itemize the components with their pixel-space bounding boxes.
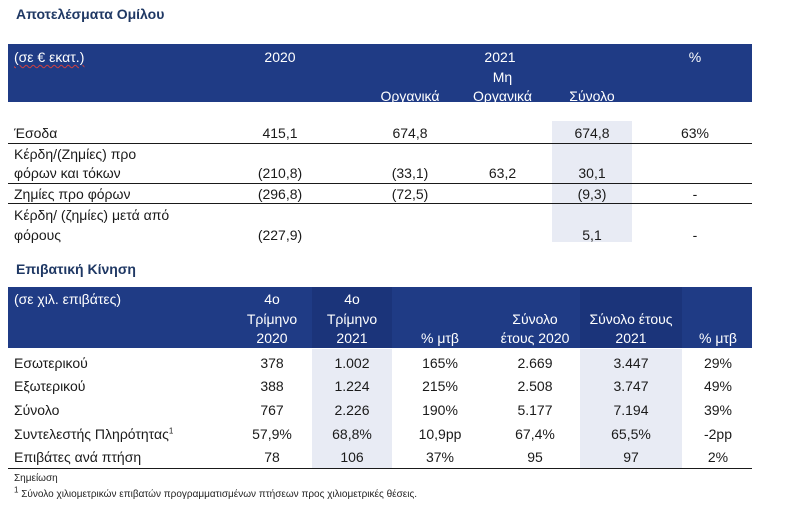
results-cell-2020: 415,1: [262, 125, 298, 141]
traffic-cell-q2020: 767: [260, 402, 284, 418]
results-cell-organic: (72,5): [391, 186, 429, 202]
traffic-cell-t2021: 7.194: [613, 402, 649, 418]
results-row-label-line2: φόρων και τόκων: [14, 165, 121, 181]
row-divider: [8, 143, 752, 144]
traffic-cell-pct1: 37%: [425, 449, 455, 465]
traffic-t2021-header-shade: [580, 287, 682, 348]
traffic-cell-pct2: -2pp: [703, 426, 733, 442]
traffic-cell-q2020: 388: [260, 378, 284, 394]
traffic-col-pct2: % μτβ: [699, 330, 737, 346]
traffic-cell-t2020: 2.669: [517, 355, 553, 371]
results-row-label: Έσοδα: [14, 125, 58, 141]
table-bottom-border: [8, 468, 752, 469]
traffic-q2021-highlight: [312, 349, 392, 468]
row-divider: [8, 203, 752, 204]
traffic-row-label: Σύνολο: [14, 402, 60, 418]
results-cell-total: 30,1: [578, 165, 606, 181]
traffic-col-pct1: % μτβ: [421, 330, 459, 346]
traffic-cell-t2020: 2.508: [517, 378, 553, 394]
traffic-row-label: Εσωτερικού: [14, 355, 88, 371]
results-row-label-line1: Κέρδη/(Ζημίες) προ: [14, 146, 137, 162]
traffic-cell-pct1: 190%: [422, 402, 458, 418]
traffic-cell-t2021: 3.447: [613, 355, 649, 371]
traffic-cell-q2021: 2.226: [334, 402, 370, 418]
traffic-col-q2020-line1: 4ο: [264, 291, 280, 307]
traffic-cell-t2020: 67,4%: [515, 426, 555, 442]
traffic-cell-t2021: 3.747: [613, 378, 649, 394]
traffic-cell-pct2: 39%: [703, 402, 733, 418]
traffic-col-t2021-line1: Σύνολο έτους: [589, 311, 673, 327]
traffic-unit-label: (σε χιλ. επιβάτες): [14, 291, 122, 307]
traffic-cell-pct2: 49%: [703, 378, 733, 394]
results-row-label: Ζημίες προ φόρων: [14, 186, 131, 202]
traffic-cell-q2021: 106: [340, 449, 364, 465]
results-cell-pct: 63%: [680, 125, 710, 141]
results-cell-pct: -: [692, 227, 698, 243]
results-title: Αποτελέσματα Ομίλου: [16, 6, 165, 22]
results-cell-organic: (33,1): [391, 165, 429, 181]
results-col-non-organic-line2: Οργανικά: [473, 88, 532, 104]
results-col-non-organic-line1: Μη: [492, 69, 513, 85]
traffic-cell-pct1: 165%: [422, 355, 458, 371]
traffic-t2021-highlight: [580, 349, 682, 468]
results-col-organic: Οργανικά: [380, 88, 440, 104]
traffic-q2021-header-shade: [312, 287, 392, 348]
traffic-title: Επιβατική Κίνηση: [16, 261, 136, 277]
traffic-col-t2021-line2: 2021: [615, 330, 647, 346]
row-divider: [8, 183, 752, 184]
results-col-total: Σύνολο: [569, 88, 615, 104]
traffic-cell-t2020: 5.177: [517, 402, 553, 418]
results-cell-non-organic: 63,2: [488, 165, 517, 181]
results-header: [8, 44, 752, 102]
traffic-row-label: Επιβάτες ανά πτήση: [14, 449, 142, 465]
traffic-cell-q2021: 1.002: [334, 355, 370, 371]
results-total-highlight: [552, 121, 632, 242]
results-cell-2020: (210,8): [257, 165, 303, 181]
traffic-cell-q2021: 68,8%: [332, 426, 372, 442]
results-cell-organic: 674,8: [392, 125, 428, 141]
results-unit-label: (σε € εκατ.): [14, 49, 85, 65]
results-row-label-line1: Κέρδη/ (ζημίες) μετά από: [14, 207, 170, 223]
results-cell-total: 5,1: [582, 227, 602, 243]
traffic-cell-q2020: 378: [260, 355, 284, 371]
traffic-cell-q2020: 57,9%: [252, 426, 292, 442]
traffic-row-label: Εξωτερικού: [14, 378, 86, 394]
traffic-cell-t2021: 65,5%: [611, 426, 651, 442]
traffic-cell-pct1: 10,9pp: [418, 426, 462, 442]
traffic-cell-q2020: 78: [264, 449, 280, 465]
results-cell-pct: -: [692, 186, 698, 202]
traffic-col-q2021-line2: Τρίμηνο: [326, 311, 378, 327]
traffic-col-q2020-line2: Τρίμηνο: [246, 311, 298, 327]
results-col-2021: 2021: [484, 49, 516, 65]
traffic-row-label-load-factor: Συντελεστής Πληρότητας1: [14, 426, 174, 442]
traffic-col-q2021-line3: 2021: [336, 330, 368, 346]
traffic-cell-pct2: 29%: [703, 355, 733, 371]
results-row-label-line2: φόρους: [14, 227, 62, 243]
traffic-cell-pct1: 215%: [422, 378, 458, 394]
notes-heading: Σημείωση: [14, 473, 58, 484]
traffic-col-q2021-line1: 4ο: [344, 291, 360, 307]
results-cell-total: 674,8: [574, 125, 610, 141]
results-cell-2020: (227,9): [257, 227, 303, 243]
results-cell-total: (9,3): [577, 186, 607, 202]
traffic-cell-t2021: 97: [623, 449, 639, 465]
traffic-col-q2020-line3: 2020: [256, 330, 288, 346]
results-cell-2020: (296,8): [257, 186, 303, 202]
footnote: 1 Σύνολο χιλιομετρικών επιβατών προγραμμ…: [14, 485, 418, 500]
traffic-col-t2020-line1: Σύνολο: [512, 311, 558, 327]
traffic-cell-pct2: 2%: [707, 449, 729, 465]
traffic-cell-q2021: 1.224: [334, 378, 370, 394]
results-col-2020: 2020: [264, 49, 296, 65]
traffic-col-t2020-line2: έτους 2020: [500, 330, 570, 346]
results-col-pct: %: [688, 49, 702, 65]
traffic-cell-t2020: 95: [527, 449, 543, 465]
